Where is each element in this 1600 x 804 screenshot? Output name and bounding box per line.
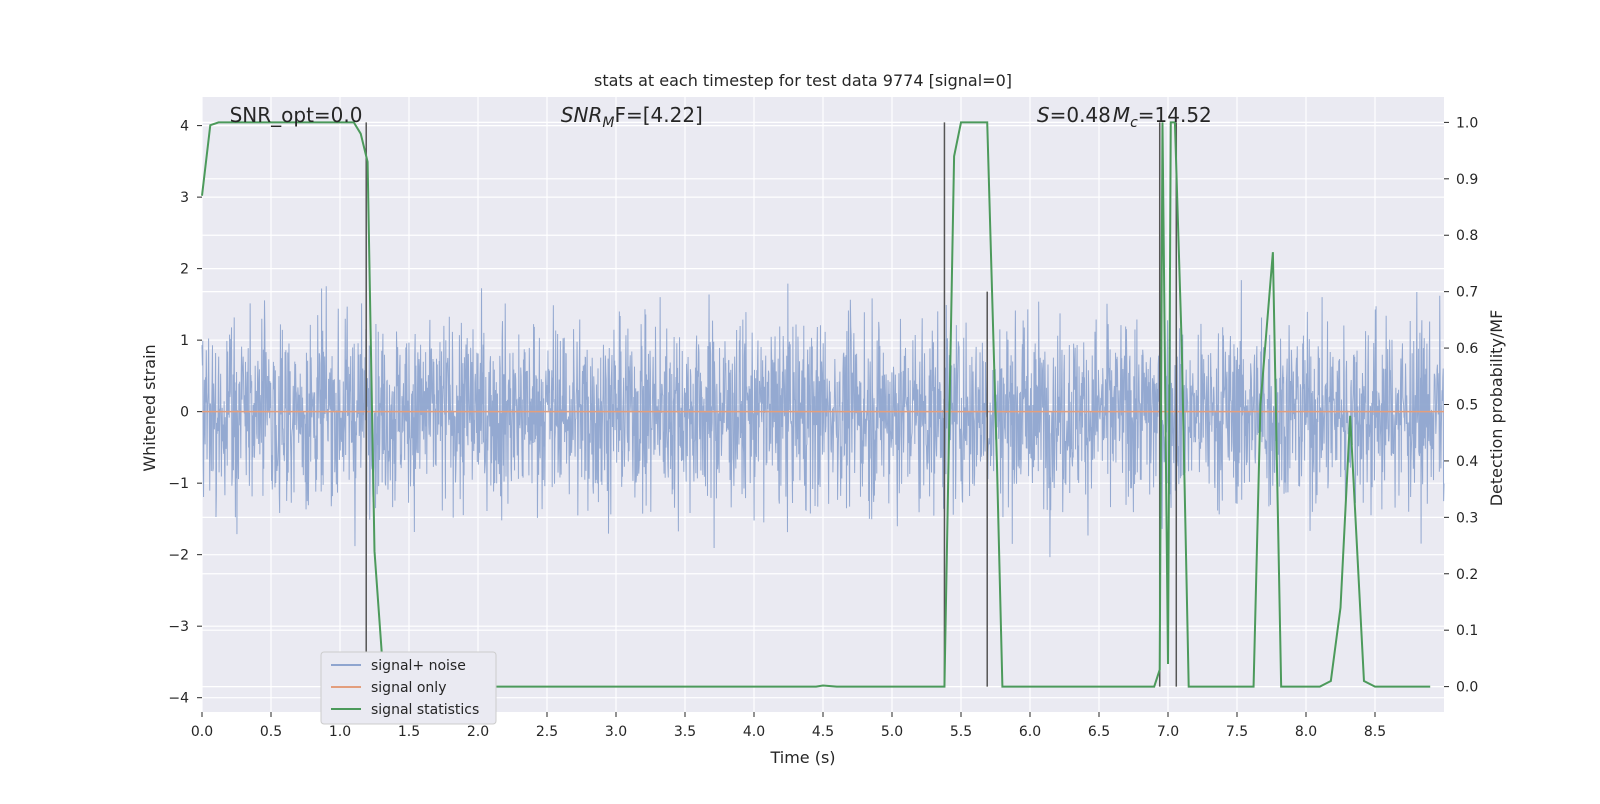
annotation: S=0.48 (1037, 103, 1111, 127)
legend-label-noise: signal+ noise (371, 658, 466, 674)
signal-statistics-series (201, 121, 1431, 688)
y2-tick-label: 0.0 (1456, 680, 1478, 696)
y2-axis-label: Detection probability/MF (1487, 310, 1506, 507)
legend-label-stats: signal statistics (371, 702, 479, 718)
x-tick-label: 0.0 (191, 724, 213, 740)
y2-tick-label: 0.3 (1456, 510, 1478, 526)
x-tick-label: 7.5 (1226, 724, 1248, 740)
legend: signal+ noise signal only signal statist… (320, 651, 497, 725)
y2-tick-label: 0.1 (1456, 623, 1478, 639)
y-tick-label: −4 (168, 691, 189, 707)
y-axis-label: Whitened strain (140, 344, 159, 471)
annotations: SNR_opt=0.0 SNRMF=[4.22] S=0.48 Mc=14.52 (230, 103, 1212, 131)
y2-tick-label: 1.0 (1456, 115, 1478, 131)
y-tick-label: 1 (180, 333, 189, 349)
y2-tick-label: 0.6 (1456, 341, 1478, 357)
y2-tick-label: 0.4 (1456, 454, 1478, 470)
x-tick-label: 8.0 (1295, 724, 1317, 740)
x-tick-label: 5.5 (950, 724, 972, 740)
annotation: SNR_opt=0.0 (230, 103, 363, 127)
y2-tick-label: 0.9 (1456, 172, 1478, 188)
x-tick-label: 0.5 (260, 724, 282, 740)
x-tick-label: 3.0 (605, 724, 627, 740)
y2-tick-label: 0.8 (1456, 228, 1478, 244)
x-tick-label: 6.5 (1088, 724, 1110, 740)
signal-noise-series (201, 280, 1445, 558)
x-tick-label: 1.0 (329, 724, 351, 740)
series-line-signal-statistics (201, 121, 1431, 688)
x-tick-label: 1.5 (398, 724, 420, 740)
x-tick-label: 3.5 (674, 724, 696, 740)
y-tick-label: −3 (168, 619, 189, 635)
series-line-signal-noise (201, 280, 1445, 558)
y-tick-label: −2 (168, 548, 189, 564)
legend-label-signal: signal only (371, 680, 446, 696)
x-axis-label: Time (s) (769, 748, 835, 767)
y-tick-label: 4 (180, 119, 189, 135)
y-tick-label: 3 (180, 190, 189, 206)
x-tick-label: 6.0 (1019, 724, 1041, 740)
legend-box (320, 651, 497, 725)
y-tick-label: 2 (180, 262, 189, 278)
x-tick-label: 4.5 (812, 724, 834, 740)
tick-labels: 0.0 0.5 1.0 1.5 2.0 2.5 3.0 3.5 4.0 4.5 5.0 5.5 6.0 6… (168, 115, 1478, 740)
x-tick-label: 2.0 (467, 724, 489, 740)
y2-tick-label: 0.7 (1456, 285, 1478, 301)
y-tick-label: 0 (180, 405, 189, 421)
annotation: SNRMF=[4.22] (561, 103, 703, 131)
chart-title: stats at each timestep for test data 977… (594, 71, 1012, 90)
y2-tick-label: 0.2 (1456, 567, 1478, 583)
y2-tick-label: 0.5 (1456, 398, 1478, 414)
x-tick-label: 7.0 (1157, 724, 1179, 740)
x-tick-label: 8.5 (1364, 724, 1386, 740)
annotation: Mc=14.52 (1113, 103, 1212, 131)
x-tick-label: 2.5 (536, 724, 558, 740)
y-tick-label: −1 (168, 476, 189, 492)
x-tick-label: 5.0 (881, 724, 903, 740)
x-tick-label: 4.0 (743, 724, 765, 740)
